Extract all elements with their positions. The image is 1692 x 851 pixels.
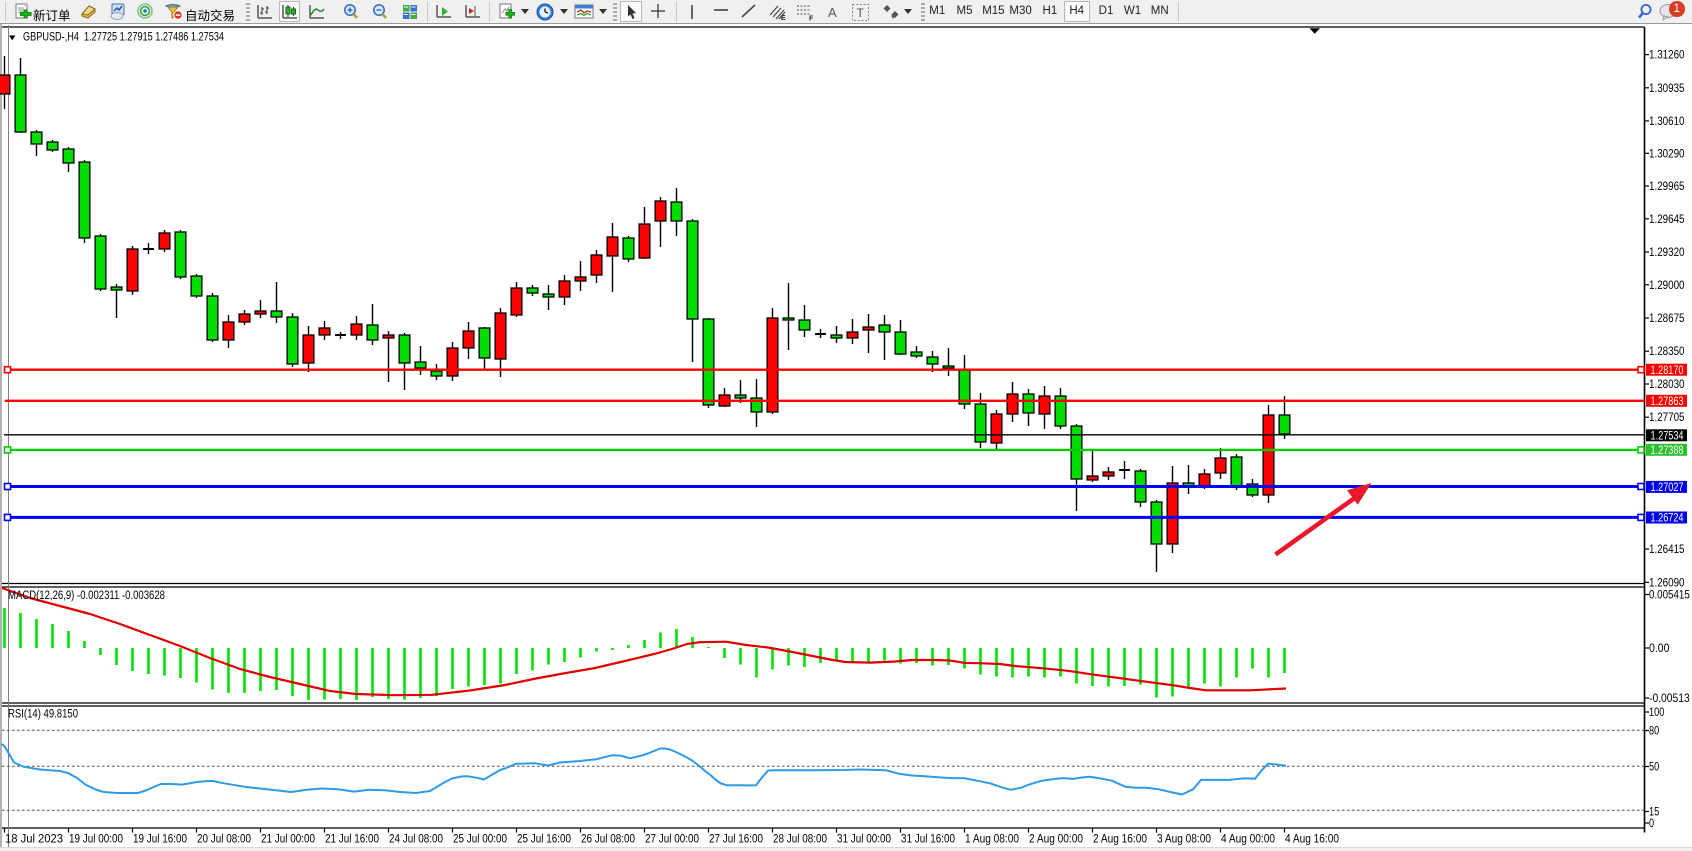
svg-text:1.28675: 1.28675 [1649,313,1685,325]
svg-text:1.31260: 1.31260 [1649,50,1685,62]
svg-text:4 Aug 00:00: 4 Aug 00:00 [1221,834,1275,846]
svg-text:80: 80 [1649,726,1659,738]
svg-text:31 Jul 16:00: 31 Jul 16:00 [901,834,955,846]
svg-text:-0.00513: -0.00513 [1649,693,1690,705]
svg-text:T: T [857,6,865,20]
svg-text:1.26090: 1.26090 [1649,577,1685,589]
svg-text:21 Jul 00:00: 21 Jul 00:00 [261,834,315,846]
svg-text:25 Jul 00:00: 25 Jul 00:00 [453,834,507,846]
svg-text:1.26415: 1.26415 [1649,544,1685,556]
svg-text:18 Jul 2023: 18 Jul 2023 [5,834,63,846]
svg-text:15: 15 [1649,807,1659,819]
svg-text:2 Aug 00:00: 2 Aug 00:00 [1029,834,1083,846]
svg-text:20 Jul 08:00: 20 Jul 08:00 [197,834,251,846]
svg-text:0: 0 [1649,818,1654,830]
svg-text:31 Jul 00:00: 31 Jul 00:00 [837,834,891,846]
svg-text:F: F [809,16,814,22]
svg-text:0.005415: 0.005415 [1649,590,1690,602]
svg-text:27 Jul 00:00: 27 Jul 00:00 [645,834,699,846]
svg-text:1.28350: 1.28350 [1649,346,1685,358]
svg-text:1.29000: 1.29000 [1649,280,1685,292]
svg-text:25 Jul 16:00: 25 Jul 16:00 [517,834,571,846]
svg-text:RSI(14) 49.8150: RSI(14) 49.8150 [8,709,78,721]
svg-text:1.28030: 1.28030 [1649,379,1685,391]
svg-text:27 Jul 16:00: 27 Jul 16:00 [709,834,763,846]
svg-text:2 Aug 16:00: 2 Aug 16:00 [1093,834,1147,846]
svg-text:26 Jul 08:00: 26 Jul 08:00 [581,834,635,846]
svg-text:1.29965: 1.29965 [1649,181,1685,193]
svg-text:3 Aug 08:00: 3 Aug 08:00 [1157,834,1211,846]
svg-text:50: 50 [1649,762,1659,774]
svg-text:19 Jul 16:00: 19 Jul 16:00 [133,834,187,846]
svg-text:100: 100 [1649,707,1664,719]
svg-text:E: E [781,15,786,21]
svg-text:28 Jul 08:00: 28 Jul 08:00 [773,834,827,846]
svg-text:0.00: 0.00 [1649,643,1669,655]
svg-text:1.30290: 1.30290 [1649,148,1685,160]
svg-text:24 Jul 08:00: 24 Jul 08:00 [389,834,443,846]
svg-text:4 Aug 16:00: 4 Aug 16:00 [1285,834,1339,846]
svg-text:1.27705: 1.27705 [1649,412,1685,424]
svg-text:1.27027: 1.27027 [1651,482,1684,494]
svg-text:1.29320: 1.29320 [1649,247,1685,259]
svg-text:1.30610: 1.30610 [1649,116,1685,128]
svg-text:MACD(12,26,9) -0.002311 -0.003: MACD(12,26,9) -0.002311 -0.003628 [8,590,165,602]
svg-text:1.27534: 1.27534 [1651,431,1684,443]
svg-text:1.27863: 1.27863 [1651,396,1684,408]
svg-text:1 Aug 08:00: 1 Aug 08:00 [965,834,1019,846]
svg-text:19 Jul 00:00: 19 Jul 00:00 [69,834,123,846]
svg-text:1.29645: 1.29645 [1649,214,1685,226]
svg-text:GBPUSD-,H4 1.27725 1.27915 1.: GBPUSD-,H4 1.27725 1.27915 1.27486 1.275… [23,30,224,44]
svg-text:1.26724: 1.26724 [1651,513,1684,525]
svg-text:1.28170: 1.28170 [1651,365,1684,377]
svg-text:1.27388: 1.27388 [1651,445,1684,457]
svg-text:21 Jul 16:00: 21 Jul 16:00 [325,834,379,846]
svg-text:1.30935: 1.30935 [1649,83,1685,95]
